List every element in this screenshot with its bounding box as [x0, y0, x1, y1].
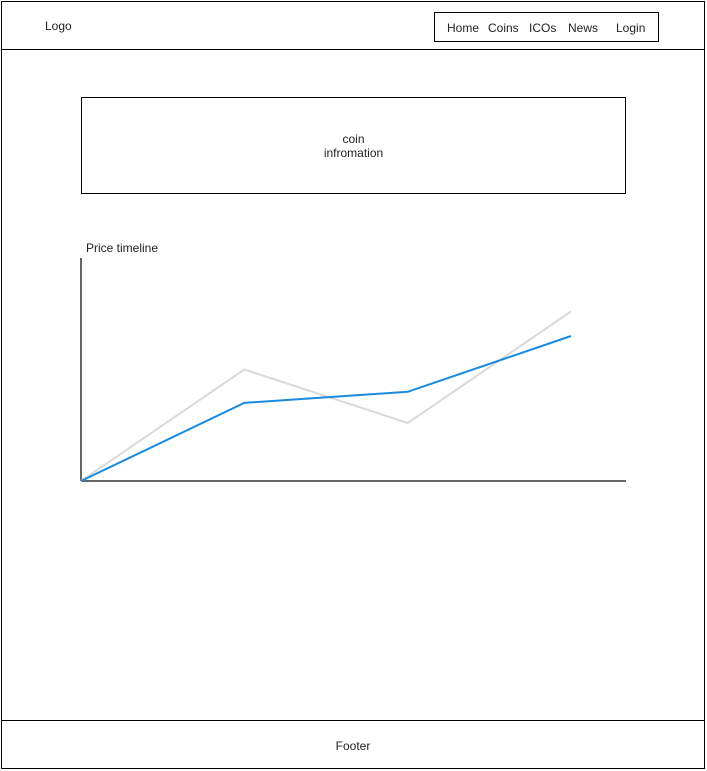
series-line-1	[80, 335, 572, 482]
logo[interactable]: Logo	[45, 19, 72, 33]
nav-home[interactable]: Home	[447, 21, 480, 35]
footer-text: Footer	[335, 739, 371, 753]
chart-title: Price timeline	[86, 241, 159, 255]
coin-info-panel: coin infromation	[81, 97, 626, 194]
footer: Footer	[1, 720, 705, 769]
nav-coins[interactable]: Coins	[488, 21, 519, 35]
nav-icos[interactable]: ICOs	[529, 21, 557, 35]
nav-news[interactable]: News	[568, 21, 599, 35]
series-line-2	[80, 310, 572, 482]
nav-login[interactable]: Login	[616, 21, 646, 35]
nav-menu: Home Coins ICOs News Login	[434, 12, 659, 42]
coin-info-text: coin infromation	[323, 132, 384, 160]
header: Logo Home Coins ICOs News Login	[1, 1, 705, 50]
